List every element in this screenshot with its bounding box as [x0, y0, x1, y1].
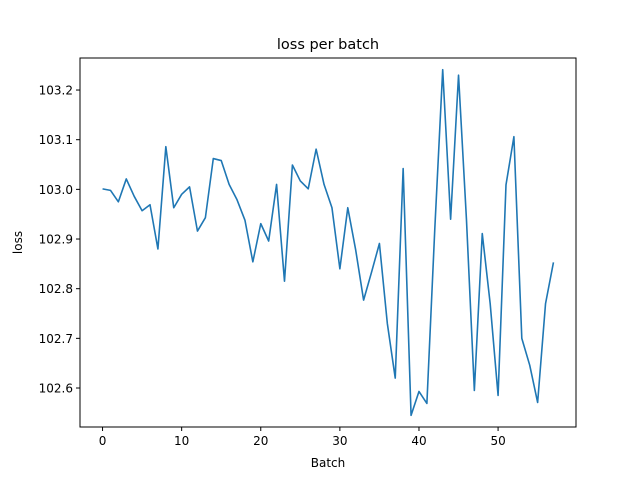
x-tick-label: 0 — [99, 434, 107, 448]
series-line — [102, 68, 555, 417]
y-tick-label: 103.2 — [39, 84, 73, 98]
plot-frame — [79, 57, 577, 428]
y-tick-label: 102.8 — [39, 282, 73, 296]
x-tick-label: 50 — [490, 434, 505, 448]
x-axis-label: Batch — [311, 456, 346, 470]
x-tick-label: 20 — [253, 434, 268, 448]
y-tick-label: 103.1 — [39, 133, 73, 147]
y-tick-label: 102.6 — [39, 382, 73, 396]
y-axis-label: loss — [11, 231, 25, 254]
y-tick-label: 102.9 — [39, 233, 73, 247]
y-tick-label: 103.0 — [39, 183, 73, 197]
x-tick-label: 30 — [332, 434, 347, 448]
x-tick-label: 10 — [174, 434, 189, 448]
x-tick-label: 40 — [411, 434, 426, 448]
chart-title: loss per batch — [277, 37, 379, 53]
y-tick-label: 102.7 — [39, 332, 73, 346]
axis-ticks: 0 10 20 30 40 50 102.6 102.7 102.8 102.9 103.0 103.… — [39, 84, 506, 448]
plot-area — [80, 58, 576, 427]
